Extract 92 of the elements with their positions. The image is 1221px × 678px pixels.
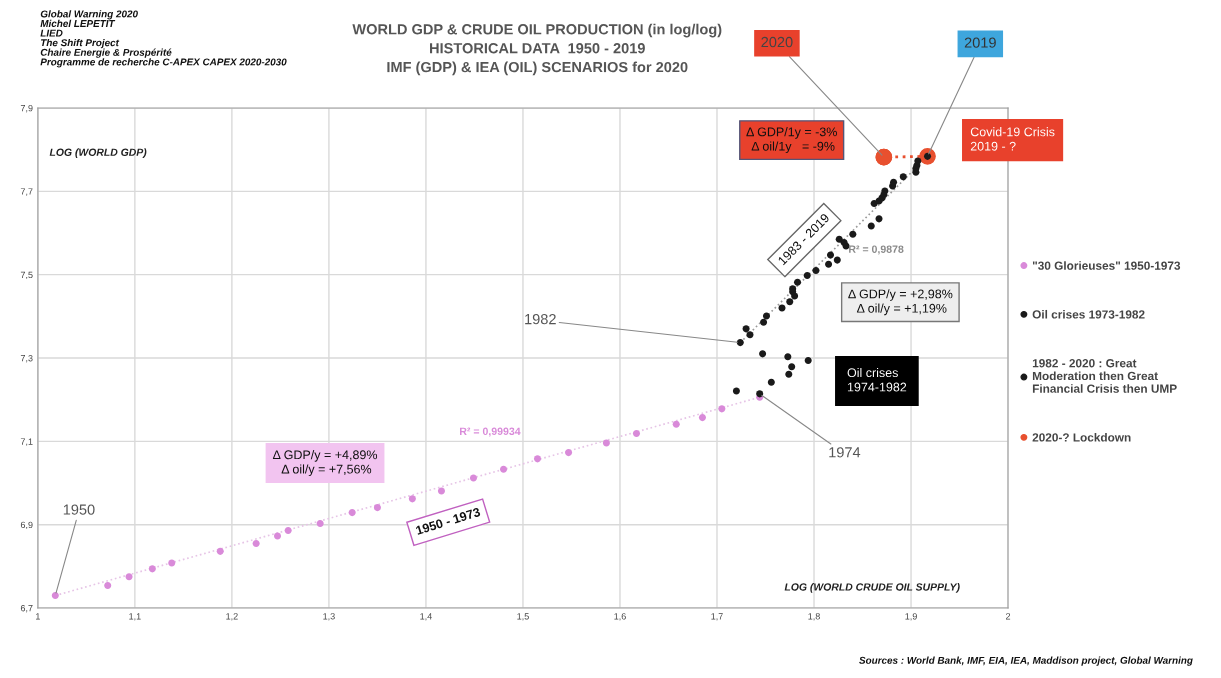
annotation: Δ GDP/y = +4,89% Δ oil/y = +7,56% — [272, 450, 378, 477]
legend-label: 1982 - 2020 : Great Moderation then Great Financial Crisis then UMP — [1032, 359, 1177, 393]
point — [746, 331, 754, 339]
point — [875, 215, 883, 223]
y-tick-label: 6,9 — [20, 521, 33, 530]
annotation: Δ GDP/1y = -3% Δ oil/1y = -9% — [746, 127, 837, 154]
point — [825, 260, 833, 268]
x-tick-label: 1,6 — [614, 613, 626, 621]
point — [788, 363, 796, 371]
point — [672, 420, 680, 428]
point — [890, 178, 898, 186]
point — [881, 187, 889, 195]
point — [533, 455, 542, 463]
x-tick-label: 1,3 — [323, 613, 335, 621]
point — [914, 157, 922, 165]
point — [784, 353, 792, 361]
x-tick-label: 2 — [1006, 613, 1011, 620]
x-tick-label: 1,8 — [808, 613, 820, 621]
point — [732, 387, 740, 395]
point — [125, 573, 133, 581]
y-axis-title: LOG (WORLD GDP) — [49, 148, 147, 159]
annotation: 2019 — [964, 37, 996, 48]
x-tick-label: 1,9 — [905, 613, 917, 621]
source-note: Sources : World Bank, IMF, EIA, IEA, Maddison project, Global Warning — [859, 656, 1193, 666]
point — [793, 278, 802, 286]
point — [812, 266, 820, 275]
point — [565, 449, 573, 457]
point — [348, 509, 356, 517]
legend-label: 2020-? Lockdown — [1032, 432, 1131, 442]
annotation: Δ GDP/y = +2,98% Δ oil/y = +1,19% — [848, 289, 953, 316]
text: Global Warning 2020 Michel LEPETIT LIED The Shift Project Chaire Energie & Prospérité Programme de recherche C-APEX CAPEX 2020-2030 — [40, 10, 287, 68]
annotation: Covid-19 Crisis 2019 - ? — [970, 127, 1055, 151]
legend-label: Oil crises 1973-1982 — [1032, 309, 1145, 319]
point — [148, 565, 156, 573]
x-axis-title: LOG (WORLD CRUDE OIL SUPPLY) — [784, 583, 960, 593]
point — [718, 405, 726, 413]
y-tick-label: 7,1 — [20, 438, 33, 446]
point — [875, 148, 893, 166]
point — [849, 230, 857, 238]
x-tick-label: 1 — [36, 613, 40, 620]
point — [252, 539, 260, 547]
point — [500, 465, 508, 473]
point — [104, 581, 112, 590]
point — [899, 173, 907, 181]
point — [51, 591, 59, 600]
point — [602, 439, 610, 447]
point — [469, 474, 478, 482]
annotation: R² = 0,9878 — [849, 245, 904, 255]
point — [778, 304, 786, 312]
point — [760, 318, 768, 326]
point — [767, 378, 775, 386]
x-tick-label: 1,4 — [420, 613, 432, 621]
point — [835, 235, 843, 243]
annotation: R² = 0,99934 — [460, 427, 521, 437]
y-tick-label: 7,3 — [20, 354, 33, 363]
point — [316, 519, 324, 527]
y-tick-label: 7,7 — [20, 188, 33, 196]
point — [437, 487, 445, 495]
point — [168, 559, 176, 567]
point — [833, 256, 841, 264]
point — [273, 532, 282, 540]
y-tick-label: 7,5 — [20, 271, 33, 280]
x-tick-label: 1,2 — [226, 613, 238, 621]
legend-label: "30 Glorieuses" 1950-1973 — [1032, 261, 1181, 270]
point — [284, 526, 292, 535]
point — [786, 298, 794, 306]
annotation: 1974 — [829, 447, 861, 458]
point — [804, 356, 812, 365]
point — [826, 251, 835, 259]
point — [742, 325, 750, 333]
point — [698, 414, 706, 422]
point — [736, 339, 744, 347]
point — [785, 370, 793, 378]
point — [759, 350, 767, 358]
point — [803, 271, 811, 280]
point — [216, 547, 224, 555]
point — [867, 222, 875, 230]
point — [373, 504, 381, 512]
point — [408, 495, 416, 503]
annotation: 1950 - 1973 — [415, 507, 481, 535]
x-tick-label: 1,1 — [129, 613, 141, 621]
annotation: 1950 — [63, 504, 95, 515]
y-tick-label: 6,7 — [20, 605, 33, 613]
annotation: Oil crises 1974-1982 — [847, 367, 907, 392]
point — [632, 429, 641, 437]
point — [762, 312, 771, 320]
chart-title: WORLD GDP & CRUDE OIL PRODUCTION (in log/log) HISTORICAL DATA 1950 - 2019 IMF (GDP) & IEA (OIL) SCENARIOS for 2020 — [352, 23, 722, 76]
annotation: 1982 — [525, 313, 556, 325]
x-tick-label: 1,7 — [711, 613, 723, 621]
y-tick-label: 7,9 — [20, 104, 33, 113]
annotation: 2020 — [761, 36, 793, 48]
x-tick-label: 1,5 — [517, 613, 529, 621]
